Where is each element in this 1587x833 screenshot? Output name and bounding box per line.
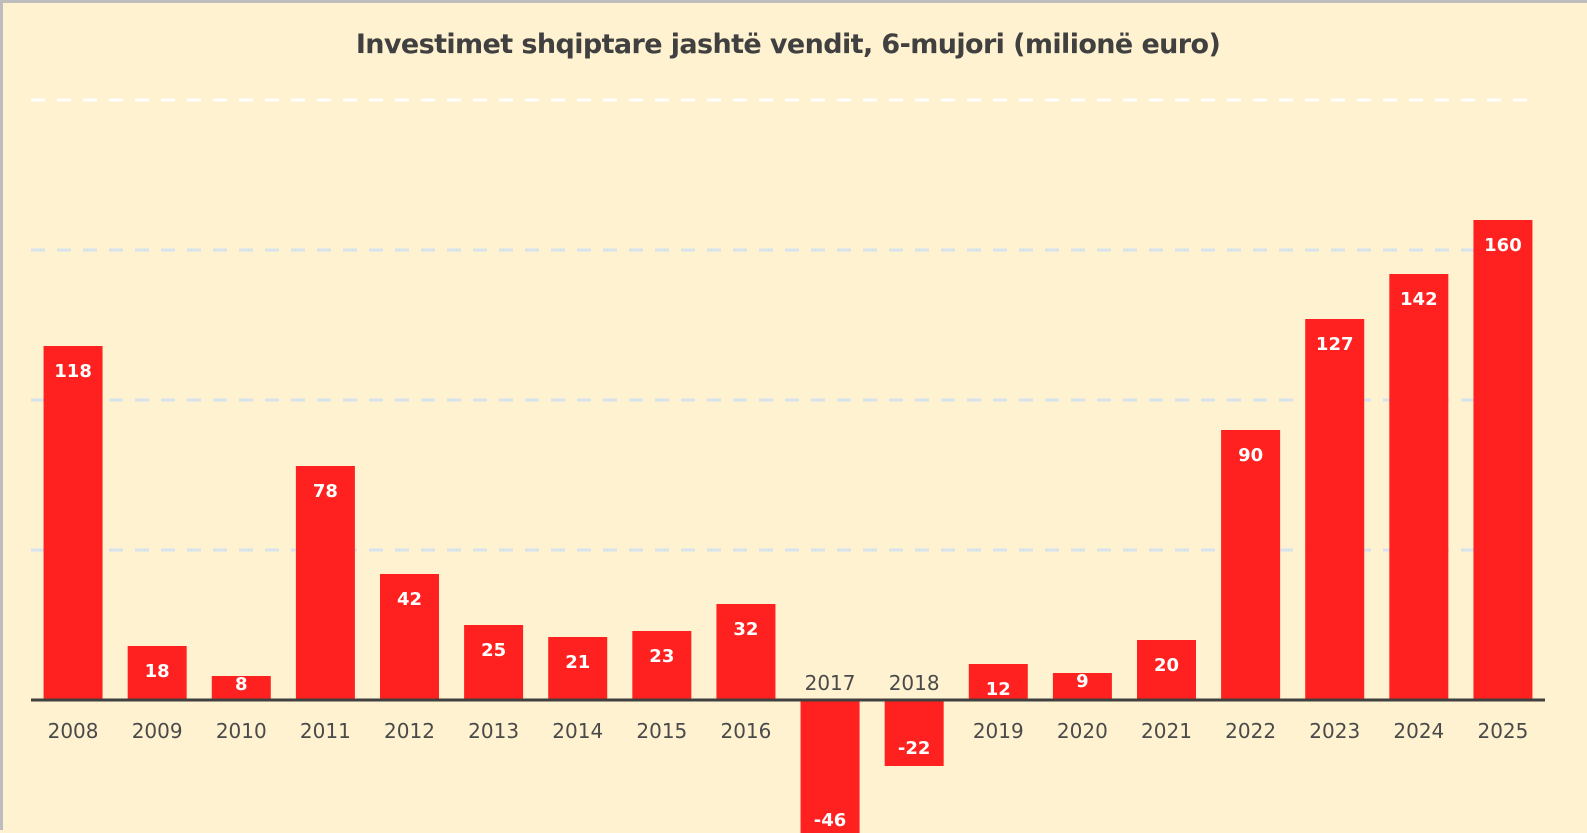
x-tick-label: 2025 xyxy=(1477,719,1528,743)
x-axis-labels: 2008 2009 2010 2011 2012 2013 2014 2015 2016 2017… xyxy=(48,671,1529,743)
data-label: 90 xyxy=(1238,445,1263,466)
data-label: 18 xyxy=(145,661,170,682)
x-tick-label: 2009 xyxy=(132,719,183,743)
bar-2009 xyxy=(127,646,187,700)
bar-2024 xyxy=(1389,274,1449,700)
data-label: 25 xyxy=(481,640,506,661)
x-tick-label: 2023 xyxy=(1309,719,1360,743)
data-label: 20 xyxy=(1154,655,1179,676)
bar-2019 xyxy=(968,664,1028,700)
data-label: 21 xyxy=(565,652,590,673)
bar-2011 xyxy=(295,466,355,700)
bar-chart: 2008 2009 2010 2011 2012 2013 2014 2015 20162017… xyxy=(31,98,1545,833)
bar-2012 xyxy=(380,574,439,700)
data-label: 127 xyxy=(1316,334,1354,355)
bar-2014 xyxy=(548,637,608,700)
data-label: 42 xyxy=(397,589,422,610)
data-label: 78 xyxy=(313,481,338,502)
x-tick-label: 2010 xyxy=(216,719,267,743)
x-tick-label: 2020 xyxy=(1057,719,1108,743)
bar-2023 xyxy=(1305,319,1365,700)
bar-2022 xyxy=(1221,430,1281,700)
data-label: 118 xyxy=(54,361,92,382)
bars xyxy=(43,220,1533,833)
bar-2010 xyxy=(211,676,271,700)
x-tick-label: 2015 xyxy=(636,719,687,743)
data-label: 142 xyxy=(1400,289,1438,310)
bar-2020 xyxy=(1052,673,1112,700)
bar-2018 xyxy=(884,700,944,766)
x-tick-label: 2022 xyxy=(1225,719,1276,743)
x-tick-label: 2011 xyxy=(300,719,351,743)
data-labels: 118 18 8 78 42 25 21 23 32 -46 -22 12 9 20 90 127 142 160 xyxy=(54,235,1521,831)
bar-2016 xyxy=(716,604,776,700)
bar-2017 xyxy=(800,700,860,833)
data-label: 9 xyxy=(1076,671,1089,692)
bar-2015 xyxy=(632,631,692,700)
bar-2008 xyxy=(43,346,103,700)
bar-2025 xyxy=(1473,220,1533,700)
data-label: -22 xyxy=(898,738,931,759)
data-label: 8 xyxy=(235,674,248,695)
x-tick-label: 2014 xyxy=(552,719,603,743)
chart-title: Investimet shqiptare jashtë vendit, 6-mu… xyxy=(355,29,1221,60)
x-tick-label: 2024 xyxy=(1393,719,1444,743)
x-tick-label: 2008 xyxy=(48,719,99,743)
x-tick-label: 2018 xyxy=(889,671,940,695)
x-tick-label: 2012 xyxy=(384,719,435,743)
x-tick-label: 2019 xyxy=(973,719,1024,743)
bar-2013 xyxy=(464,625,524,700)
x-tick-label: 2013 xyxy=(468,719,519,743)
bar-2021 xyxy=(1137,640,1196,700)
data-label: 23 xyxy=(649,646,674,667)
data-label: 12 xyxy=(986,679,1011,700)
data-label: 32 xyxy=(733,619,758,640)
data-label: 160 xyxy=(1484,235,1522,256)
x-tick-label: 2021 xyxy=(1141,719,1192,743)
gridlines xyxy=(31,98,1533,552)
data-label: -46 xyxy=(814,810,847,831)
x-tick-label: 2017 xyxy=(805,671,856,695)
x-tick-label: 2016 xyxy=(720,719,771,743)
